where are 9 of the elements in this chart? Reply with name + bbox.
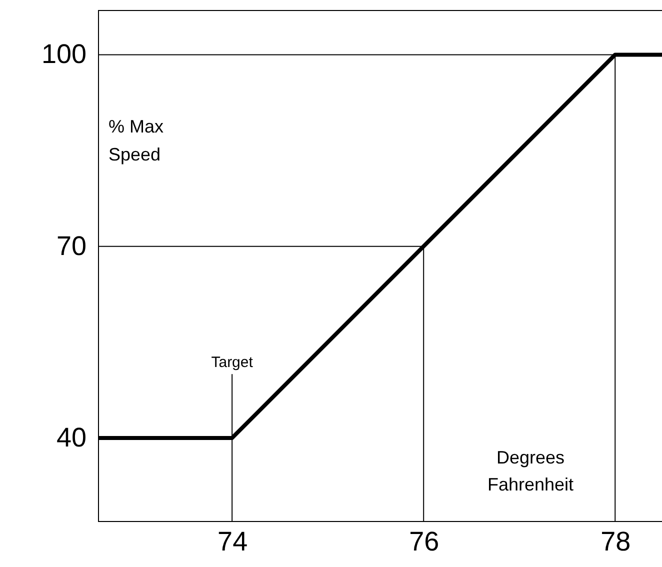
y-tick-label: 100	[41, 39, 86, 70]
x-axis-title: Degrees Fahrenheit	[487, 448, 574, 494]
y-tick-label: 40	[56, 422, 86, 452]
x-tick-label: 78	[600, 526, 631, 556]
annotation: Target	[211, 354, 254, 372]
y-tick-label: 70	[56, 230, 86, 261]
x-tick-label: 76	[409, 526, 440, 556]
x-tick-label: 74	[218, 526, 248, 556]
y-axis-title: % Max Speed	[108, 116, 164, 164]
